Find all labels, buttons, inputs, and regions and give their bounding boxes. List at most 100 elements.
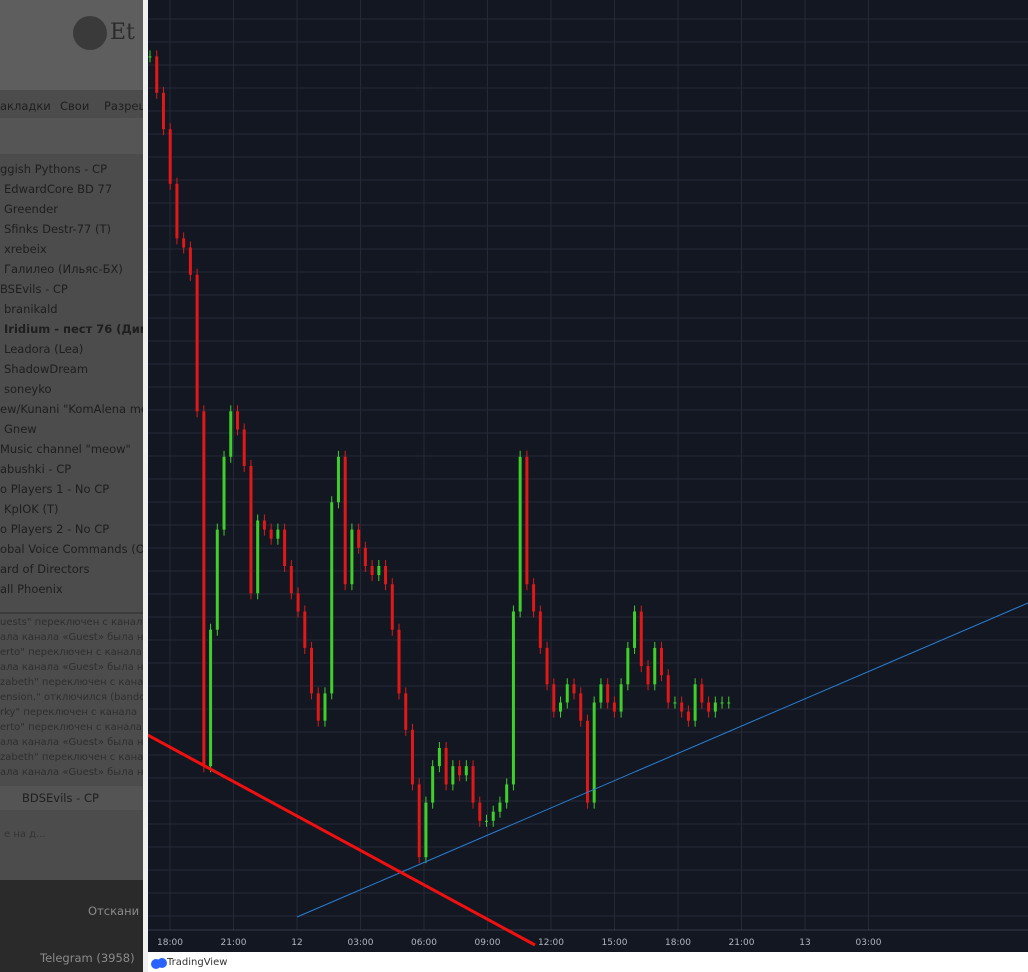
user[interactable]: Greender — [4, 202, 58, 216]
channel[interactable]: Music channel "meow" — [0, 442, 131, 456]
user[interactable]: KpIOK (T) — [4, 502, 59, 516]
candle-body — [235, 411, 239, 430]
candle-body — [175, 183, 179, 239]
candle-body — [606, 684, 610, 703]
candle-body — [202, 411, 206, 767]
taskbar-item[interactable]: Отскани — [88, 904, 140, 918]
channel[interactable]: abushki - CP — [0, 462, 72, 476]
taskbar-item[interactable]: Telegram (3958) — [40, 951, 135, 965]
channel[interactable]: obal Voice Commands (Onl — [0, 542, 143, 556]
candle-body — [444, 748, 448, 785]
menu-item[interactable]: акладки — [0, 99, 51, 113]
channel[interactable]: ard of Directors — [0, 562, 90, 576]
user[interactable]: Sfinks Destr-77 (T) — [4, 222, 111, 236]
log-line[interactable]: ала канала «Guest» была на — [0, 737, 143, 748]
candle-body — [559, 702, 563, 712]
channel[interactable]: ew/Kunani "KomAlena me — [0, 402, 143, 416]
log-line[interactable]: erto" переключен с канала — [0, 647, 142, 658]
logo-icon — [73, 16, 107, 50]
channel[interactable]: BSEvils - CP — [0, 282, 68, 296]
user[interactable]: Галилео (Ильяс-БХ) — [4, 262, 123, 276]
candle-body — [195, 274, 199, 412]
channel[interactable]: ggish Pythons - CP — [0, 162, 108, 176]
price-chart: 18:00 21:00 12 03:00 06:00 09:00 12:00 15:00 18:… — [148, 0, 1028, 952]
brand-text: TradingView — [167, 957, 228, 968]
user[interactable]: EdwardCore BD 77 — [4, 182, 113, 196]
user[interactable]: ShadowDream — [4, 362, 89, 376]
x-tick-label: 12 — [291, 938, 302, 948]
candle-body — [585, 720, 589, 803]
log-line[interactable]: erto" переключен с канала — [0, 722, 142, 733]
candle-body — [296, 593, 300, 612]
candle-body — [525, 456, 529, 585]
candle-body — [458, 766, 462, 776]
candle-body — [727, 702, 731, 704]
channel[interactable]: o Players 1 - No CP — [0, 482, 110, 496]
user[interactable]: Iridium - пест 76 (Дима) — [4, 322, 143, 336]
candle-body — [310, 647, 314, 694]
user[interactable]: Leadora (Lea) — [4, 342, 84, 356]
candle-body — [330, 502, 334, 694]
candle-body — [612, 702, 616, 712]
candle-body — [565, 684, 569, 703]
candle-body — [168, 129, 172, 184]
candle-body — [659, 647, 663, 676]
candle-body — [511, 611, 515, 785]
log-line[interactable]: ension." отключился (bando) — [0, 692, 143, 703]
x-tick-label: 06:00 — [411, 938, 437, 948]
user[interactable]: soneyko — [4, 382, 52, 396]
candle-body — [680, 702, 684, 712]
taskbar — [0, 880, 143, 972]
log-line[interactable]: zabeth" переключен с канала — [0, 752, 143, 763]
channel[interactable]: all Phoenix — [0, 582, 63, 596]
log-line[interactable]: zabeth" переключен с канала — [0, 677, 143, 688]
candle-body — [350, 529, 354, 585]
input-hint[interactable]: е на д... — [4, 829, 46, 840]
x-tick-label: 18:00 — [665, 938, 691, 948]
menu-item[interactable]: Разреш — [104, 99, 143, 113]
candle-body — [323, 693, 327, 721]
candle-body — [451, 766, 455, 785]
candle-body — [417, 784, 421, 858]
candle-body — [619, 684, 623, 712]
log-line[interactable]: rky" переключен с канала — [0, 707, 138, 718]
candle-body — [229, 411, 233, 457]
log-line[interactable]: ала канала «Guest» была на — [0, 767, 143, 778]
x-tick-label: 21:00 — [729, 938, 755, 948]
candle-body — [485, 820, 488, 822]
user[interactable]: Gnew — [4, 422, 37, 436]
candle-body — [700, 684, 704, 703]
candle-body — [532, 584, 536, 612]
menu-item[interactable]: Свои — [60, 99, 90, 113]
log-line[interactable]: ала канала «Guest» была на — [0, 632, 143, 643]
candle-body — [397, 629, 401, 694]
log-line[interactable]: uests" переключен с канала — [0, 617, 143, 628]
candle-body — [384, 566, 388, 585]
toolbar — [0, 118, 143, 154]
candle-body — [316, 693, 320, 721]
candle-body — [518, 456, 522, 612]
user[interactable]: branikald — [4, 302, 58, 316]
candle-body — [161, 92, 165, 130]
x-tick-label: 12:00 — [538, 938, 564, 948]
x-tick-label: 13 — [799, 938, 810, 948]
user[interactable]: xrebeix — [4, 242, 47, 256]
time-axis — [148, 930, 1028, 952]
candle-body — [215, 529, 219, 630]
channel[interactable]: o Players 2 - No CP — [0, 522, 110, 536]
candle-body — [707, 702, 711, 712]
candle-body — [262, 520, 266, 530]
window-border — [143, 0, 148, 972]
candle-body — [363, 547, 367, 566]
candle-body — [653, 647, 657, 685]
candle-body — [478, 802, 482, 821]
candle-body — [182, 238, 186, 248]
candle-body — [720, 702, 724, 704]
candle-body — [357, 529, 361, 548]
chat-tab — [0, 786, 143, 810]
candle-body — [626, 647, 630, 685]
log-line[interactable]: ала канала «Guest» была на — [0, 662, 143, 673]
candle-body — [431, 766, 435, 803]
current-channel: BDSEvils - CP — [22, 791, 99, 805]
candle-body — [437, 748, 441, 767]
